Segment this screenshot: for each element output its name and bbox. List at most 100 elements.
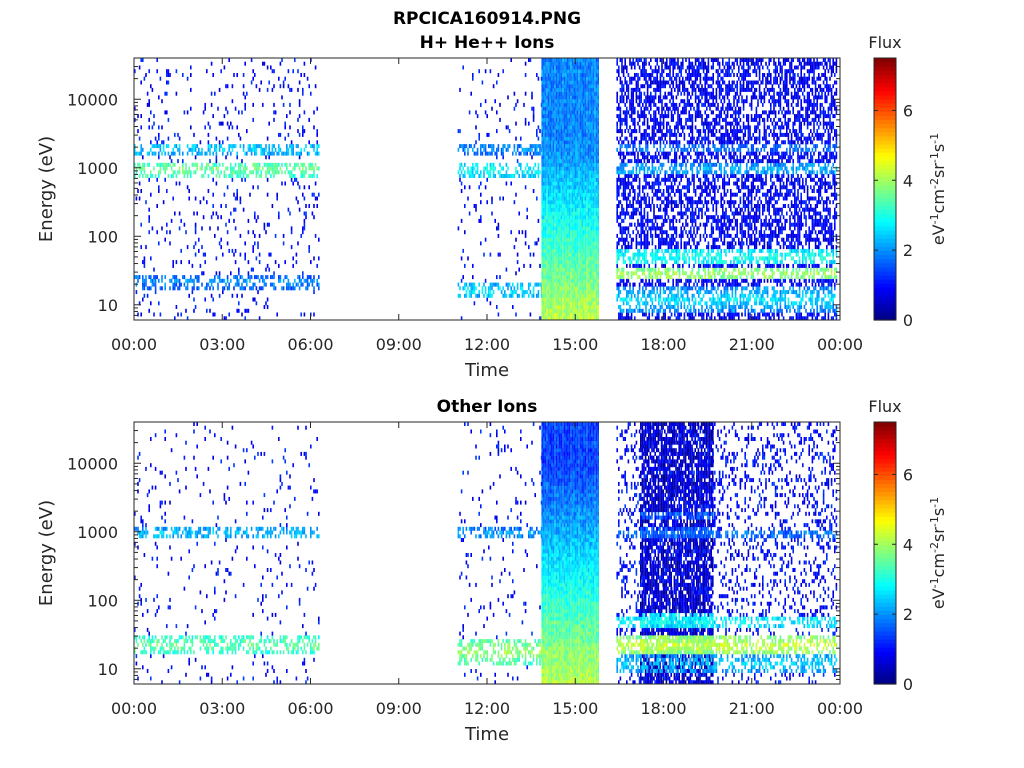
- heatmap-cell: [568, 106, 571, 111]
- heatmap-cell: [228, 286, 230, 291]
- heatmap-cell: [571, 91, 574, 96]
- heatmap-cell: [161, 151, 163, 156]
- heatmap-cell: [560, 147, 563, 152]
- heatmap-cell: [563, 185, 566, 190]
- heatmap-cell: [579, 312, 582, 317]
- heatmap-cell: [592, 256, 595, 261]
- heatmap-cell: [308, 245, 310, 250]
- heatmap-cell: [560, 305, 563, 309]
- heatmap-cell: [551, 140, 553, 145]
- heatmap-cell: [212, 177, 214, 182]
- heatmap-cell: [244, 316, 246, 321]
- heatmap-cell: [648, 102, 650, 107]
- heatmap-cell: [589, 84, 591, 89]
- heatmap-cell: [595, 99, 598, 104]
- heatmap-cell: [524, 185, 527, 190]
- heatmap-cell: [549, 155, 551, 160]
- heatmap-cell: [546, 91, 548, 96]
- heatmap-cell: [555, 290, 558, 295]
- heatmap-cell: [508, 293, 511, 298]
- heatmap-cell: [563, 256, 566, 261]
- heatmap-cell: [579, 263, 582, 268]
- heatmap-cell: [650, 207, 652, 212]
- heatmap-cell: [194, 155, 197, 160]
- heatmap-cell: [508, 282, 511, 287]
- heatmap-cell: [547, 69, 550, 74]
- heatmap-cell: [241, 159, 243, 164]
- heatmap-cell: [551, 196, 553, 201]
- heatmap-cell: [643, 267, 646, 272]
- heatmap-cell: [565, 174, 567, 178]
- heatmap-cell: [196, 211, 198, 216]
- heatmap-cell: [557, 99, 559, 104]
- heatmap-cell: [618, 65, 620, 70]
- heatmap-cell: [560, 207, 563, 212]
- heatmap-cell: [616, 136, 618, 141]
- heatmap-cell: [637, 230, 639, 235]
- heatmap-cell: [554, 189, 556, 193]
- heatmap-cell: [575, 260, 577, 265]
- heatmap-cell: [210, 278, 213, 283]
- heatmap-cell: [646, 241, 649, 246]
- heatmap-cell: [554, 222, 556, 227]
- heatmap-cell: [587, 252, 590, 257]
- heatmap-cell: [464, 286, 466, 291]
- heatmap-cell: [554, 151, 556, 156]
- heatmap-cell: [587, 58, 590, 62]
- heatmap-cell: [151, 174, 154, 178]
- heatmap-cell: [570, 84, 572, 89]
- heatmap-cell: [271, 282, 274, 287]
- heatmap-cell: [305, 215, 307, 220]
- heatmap-cell: [648, 267, 650, 272]
- heatmap-cell: [497, 286, 500, 291]
- heatmap-cell: [238, 278, 240, 283]
- heatmap-cell: [551, 185, 553, 190]
- heatmap-cell: [244, 162, 246, 167]
- heatmap-cell: [140, 58, 142, 62]
- heatmap-cell: [190, 73, 192, 77]
- heatmap-cell: [579, 177, 582, 182]
- heatmap-cell: [220, 204, 222, 208]
- heatmap-cell: [621, 271, 623, 276]
- heatmap-cell: [595, 218, 598, 223]
- heatmap-cell: [594, 84, 596, 89]
- heatmap-cell: [305, 278, 307, 283]
- heatmap-cell: [646, 215, 649, 220]
- heatmap-cell: [560, 263, 563, 268]
- heatmap-cell: [632, 177, 634, 182]
- heatmap-cell: [589, 129, 591, 134]
- heatmap-cell: [238, 174, 240, 178]
- heatmap-cell: [194, 275, 197, 280]
- heatmap-cell: [142, 162, 144, 167]
- heatmap-cell: [568, 237, 571, 242]
- heatmap-cell: [242, 73, 245, 77]
- heatmap-cell: [575, 106, 577, 111]
- heatmap-cell: [586, 102, 588, 107]
- heatmap-cell: [464, 185, 466, 190]
- heatmap-cell: [586, 136, 588, 141]
- heatmap-cell: [575, 305, 577, 309]
- heatmap-cell: [626, 151, 628, 156]
- heatmap-cell: [546, 159, 548, 164]
- heatmap-cell: [595, 144, 598, 149]
- heatmap-cell: [562, 312, 564, 317]
- heatmap-cell: [565, 252, 567, 257]
- heatmap-cell: [191, 290, 194, 295]
- heatmap-cell: [578, 99, 580, 104]
- heatmap-cell: [552, 69, 555, 74]
- heatmap-cell: [178, 136, 181, 141]
- heatmap-cell: [642, 301, 644, 306]
- heatmap-cell: [595, 256, 598, 261]
- heatmap-cell: [546, 226, 548, 231]
- heatmap-cell: [478, 218, 480, 223]
- heatmap-cell: [302, 174, 304, 178]
- heatmap-cell: [142, 166, 144, 171]
- heatmap-cell: [624, 177, 626, 182]
- heatmap-cell: [583, 95, 585, 100]
- heatmap-cell: [565, 256, 567, 261]
- heatmap-cell: [637, 218, 639, 223]
- heatmap-cell: [568, 151, 571, 156]
- heatmap-cell: [316, 166, 318, 171]
- heatmap-cell: [591, 162, 593, 167]
- heatmap-cell: [255, 147, 258, 152]
